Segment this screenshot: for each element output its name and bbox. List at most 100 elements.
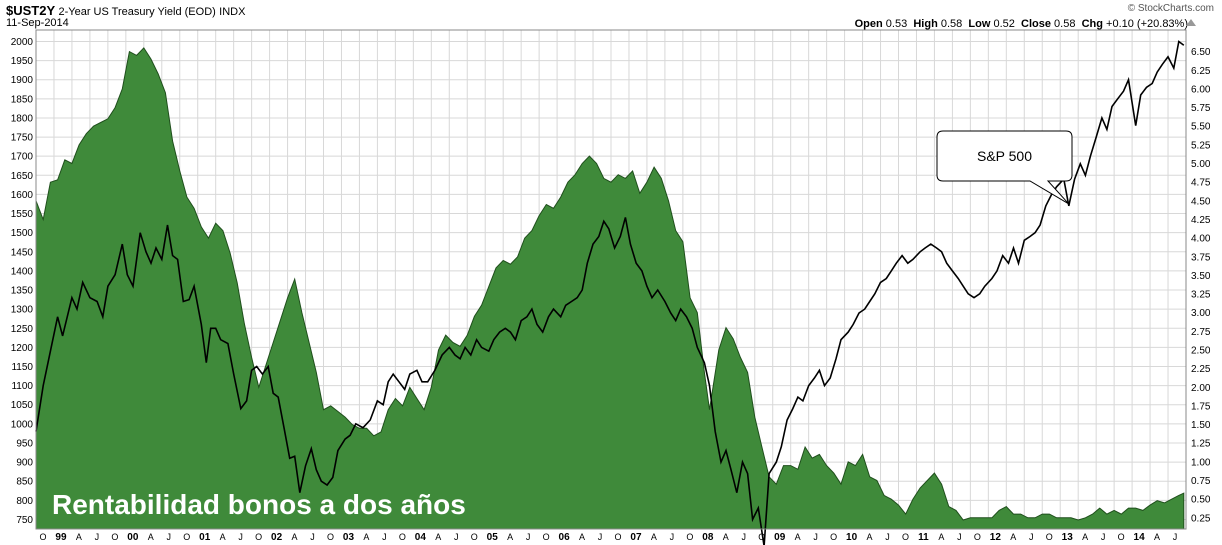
quote-summary: Open 0.53 High 0.58 Low 0.52 Close 0.58 … bbox=[855, 18, 1188, 30]
x-tick-label: 07 bbox=[630, 532, 642, 543]
x-tick-label: O bbox=[830, 532, 837, 542]
chg-label: Chg bbox=[1081, 18, 1103, 30]
x-tick-label: J bbox=[1029, 532, 1034, 542]
x-tick-label: O bbox=[758, 532, 765, 542]
right-tick-label: 2.00 bbox=[1191, 383, 1211, 394]
x-tick-label: A bbox=[867, 532, 873, 542]
right-tick-label: 1.50 bbox=[1191, 420, 1211, 431]
x-tick-label: A bbox=[1082, 532, 1088, 542]
x-tick-label: O bbox=[183, 532, 190, 542]
x-tick-label: O bbox=[614, 532, 621, 542]
x-tick-label: J bbox=[742, 532, 747, 542]
x-tick-label: J bbox=[598, 532, 603, 542]
left-tick-label: 750 bbox=[16, 515, 33, 526]
exchange-label: INDX bbox=[219, 6, 246, 18]
x-tick-label: O bbox=[471, 532, 478, 542]
right-tick-label: 4.75 bbox=[1191, 178, 1211, 189]
x-tick-label: A bbox=[292, 532, 298, 542]
right-tick-label: 2.50 bbox=[1191, 345, 1211, 356]
right-tick-label: 6.50 bbox=[1191, 47, 1211, 58]
left-tick-label: 1400 bbox=[11, 266, 34, 277]
left-tick-label: 1600 bbox=[11, 190, 34, 201]
x-tick-label: A bbox=[363, 532, 369, 542]
callout-label: S&P 500 bbox=[977, 148, 1032, 164]
x-tick-label: 14 bbox=[1134, 532, 1146, 543]
right-tick-label: 5.75 bbox=[1191, 103, 1211, 114]
right-tick-label: 2.75 bbox=[1191, 327, 1211, 338]
x-tick-label: 04 bbox=[415, 532, 427, 543]
left-tick-label: 1900 bbox=[11, 75, 34, 86]
x-tick-label: A bbox=[507, 532, 513, 542]
x-tick-label: O bbox=[1118, 532, 1125, 542]
right-tick-label: 0.50 bbox=[1191, 495, 1211, 506]
left-tick-label: 1100 bbox=[11, 381, 33, 392]
left-tick-label: 1750 bbox=[11, 133, 34, 144]
close-label: Close bbox=[1021, 18, 1051, 30]
x-tick-label: 08 bbox=[702, 532, 714, 543]
right-tick-label: 3.50 bbox=[1191, 271, 1211, 282]
x-tick-label: 06 bbox=[559, 532, 571, 543]
brand-label: © StockCharts.com bbox=[1127, 3, 1214, 14]
chart-title: Rentabilidad bonos a dos años bbox=[52, 489, 466, 520]
high-label: High bbox=[913, 18, 938, 30]
right-tick-label: 3.00 bbox=[1191, 308, 1211, 319]
x-tick-label: 12 bbox=[990, 532, 1002, 543]
panel-collapse-icon[interactable] bbox=[1186, 19, 1196, 26]
x-tick-label: J bbox=[813, 532, 818, 542]
x-tick-label: A bbox=[795, 532, 801, 542]
right-tick-label: 0.75 bbox=[1191, 476, 1211, 487]
x-tick-label: O bbox=[399, 532, 406, 542]
right-tick-label: 3.25 bbox=[1191, 290, 1211, 301]
x-tick-label: 10 bbox=[846, 532, 858, 543]
x-tick-label: O bbox=[255, 532, 262, 542]
x-tick-label: J bbox=[382, 532, 387, 542]
right-tick-label: 1.00 bbox=[1191, 457, 1211, 468]
right-tick-label: 6.00 bbox=[1191, 84, 1211, 95]
left-tick-label: 1800 bbox=[11, 113, 34, 124]
close-value: 0.58 bbox=[1054, 18, 1076, 30]
left-tick-label: 1850 bbox=[11, 94, 34, 105]
low-label: Low bbox=[968, 18, 991, 30]
x-tick-label: A bbox=[651, 532, 657, 542]
x-tick-label: 00 bbox=[127, 532, 139, 543]
left-tick-label: 1000 bbox=[11, 419, 34, 430]
x-tick-label: 99 bbox=[55, 532, 67, 543]
low-value: 0.52 bbox=[993, 18, 1015, 30]
left-tick-label: 2000 bbox=[11, 37, 34, 48]
chg-value: +0.10 (+20.83%) bbox=[1106, 18, 1188, 30]
x-tick-label: J bbox=[454, 532, 459, 542]
callout-bubble bbox=[936, 130, 1073, 205]
left-tick-label: 900 bbox=[16, 458, 33, 469]
ticker-symbol: $UST2Y bbox=[6, 3, 56, 18]
x-tick-label: O bbox=[902, 532, 909, 542]
right-tick-label: 4.25 bbox=[1191, 215, 1211, 226]
left-tick-label: 1150 bbox=[11, 362, 33, 373]
x-tick-label: O bbox=[327, 532, 334, 542]
x-tick-label: J bbox=[167, 532, 172, 542]
x-tick-label: A bbox=[148, 532, 154, 542]
left-tick-label: 800 bbox=[16, 496, 33, 507]
right-tick-label: 3.75 bbox=[1191, 252, 1211, 263]
open-label: Open bbox=[854, 18, 883, 30]
x-tick-label: A bbox=[220, 532, 226, 542]
x-tick-label: A bbox=[1010, 532, 1016, 542]
x-tick-label: 02 bbox=[271, 532, 283, 543]
right-tick-label: 0.25 bbox=[1191, 513, 1211, 524]
left-tick-label: 1350 bbox=[11, 286, 34, 297]
x-tick-label: J bbox=[238, 532, 243, 542]
chart-date: 11-Sep-2014 bbox=[6, 17, 69, 29]
x-axis-ticks: O 99 A J O 00 A J O 01 A J O 02 A J O 03 A J O 04 A J O 05 A J O 06 A J… bbox=[39, 532, 1177, 543]
left-tick-label: 950 bbox=[16, 438, 33, 449]
x-tick-label: 09 bbox=[774, 532, 786, 543]
right-tick-label: 2.25 bbox=[1191, 364, 1211, 375]
left-tick-label: 1650 bbox=[11, 171, 34, 182]
ticker-description: 2-Year US Treasury Yield (EOD) bbox=[58, 6, 216, 18]
x-tick-label: 13 bbox=[1062, 532, 1074, 543]
x-tick-label: J bbox=[1173, 532, 1178, 542]
x-tick-label: J bbox=[885, 532, 890, 542]
x-tick-label: A bbox=[723, 532, 729, 542]
x-tick-label: A bbox=[435, 532, 441, 542]
x-tick-label: A bbox=[938, 532, 944, 542]
x-tick-label: J bbox=[310, 532, 315, 542]
right-tick-label: 4.00 bbox=[1191, 234, 1211, 245]
